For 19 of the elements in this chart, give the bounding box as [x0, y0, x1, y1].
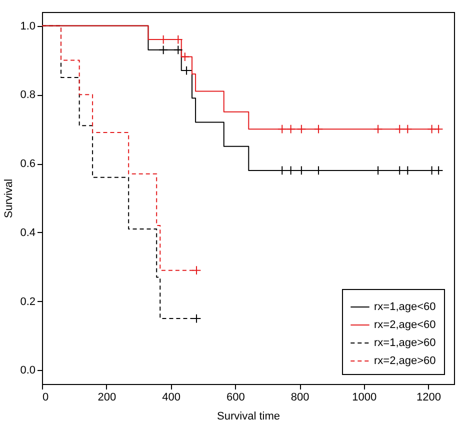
x-tick-label: 0 [42, 392, 49, 404]
x-tick-label: 1200 [416, 392, 441, 404]
x-tick-label: 600 [226, 392, 245, 404]
legend-label: rx=2,age<60 [374, 319, 436, 331]
y-tick-label: 0.0 [20, 364, 36, 377]
x-axis-title: Survival time [217, 410, 280, 422]
legend-label: rx=1,age<60 [374, 301, 436, 313]
x-tick-label: 800 [290, 392, 310, 404]
y-tick-label: 0.4 [20, 226, 36, 239]
legend-label: rx=2,age>60 [374, 355, 436, 367]
y-axis-title: Survival [3, 178, 16, 218]
y-tick-label: 0.2 [20, 296, 36, 308]
legend-label: rx=1,age>60 [374, 337, 436, 349]
x-tick-label: 1000 [352, 392, 377, 404]
x-tick-label: 200 [98, 392, 116, 404]
y-tick-label: 0.6 [20, 158, 36, 170]
y-tick-label: 0.8 [20, 89, 36, 102]
y-tick-label: 1.0 [20, 20, 36, 32]
x-tick-label: 400 [162, 392, 180, 404]
